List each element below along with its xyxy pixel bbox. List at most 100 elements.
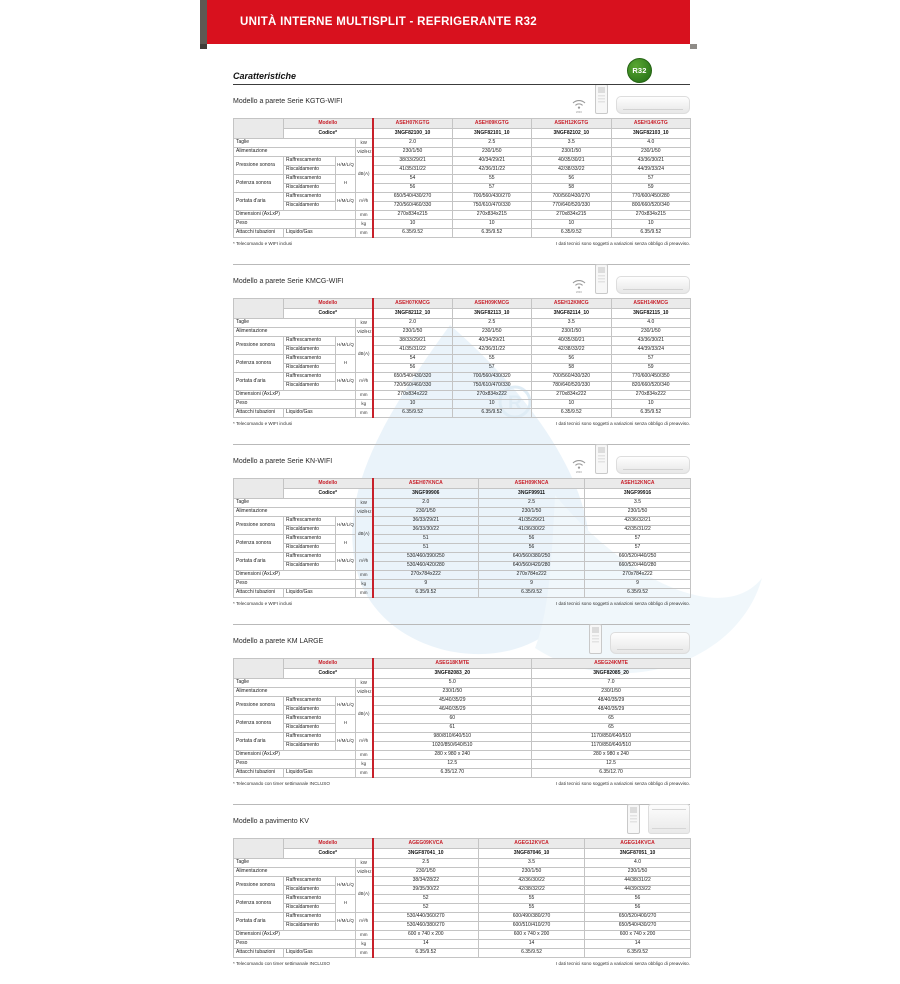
cell-taglie: 4.0 — [610, 138, 692, 148]
spec-row-portata_raffrescamento: Portata d'aria Raffrescamento H/M/L/Q m³/h 6… — [233, 192, 692, 211]
row-label: Dimensioni (AxLxP) — [233, 210, 356, 220]
spec-row-alimentazione: Alimentazione V/Ø/Hz 230/1/50 230/1/50 230/1… — [233, 147, 692, 157]
cell-taglie: 3.5 — [584, 498, 692, 508]
spec-table: Modello ASEG18KMTE ASEG24KMTE Codice* 3NGF82… — [233, 658, 692, 778]
remote-buttons — [598, 455, 605, 463]
cell-peso: 14 — [371, 939, 480, 949]
row-scale-label: H — [335, 354, 356, 373]
row-unit: V/Ø/Hz — [354, 507, 374, 517]
row-label: Peso — [233, 579, 356, 589]
cell-attacchi: 6.35/9.52 — [371, 408, 453, 418]
cell-pressione_raffrescamento: 43/36/30/21 — [610, 156, 692, 166]
cell-taglie: 2.0 — [371, 318, 453, 328]
row-sublabel: Liquido/Gas — [283, 408, 356, 418]
cell-pressione_raffrescamento: 40/34/29/21 — [451, 336, 533, 346]
r32-refrigerant-badge: R32 — [627, 58, 652, 83]
row-unit: mm — [354, 948, 374, 958]
cell-dimensioni: 270x784x222 — [584, 570, 692, 580]
row-sublabel: Raffrescamento — [283, 552, 336, 562]
cell-taglie: 2.5 — [371, 858, 480, 868]
cell-alimentazione: 230/1/50 — [371, 687, 533, 697]
spec-section: Modello a pavimento KV Modello AGEG09KVCA A… — [233, 804, 692, 971]
row-label: Portata d'aria — [233, 912, 284, 931]
row-sublabel: Riscaldamento — [283, 705, 336, 715]
cell-attacchi: 6.35/12.70 — [371, 768, 533, 778]
row-unit: m³/h — [354, 192, 374, 211]
spec-row-potenza_riscaldamento: Riscaldamento 56 57 58 59 — [234, 363, 692, 373]
spec-row-potenza_raffrescamento: Potenza sonora Raffrescamento H 54 55 56 57 — [233, 174, 692, 193]
row-label: Pressione sonora — [233, 516, 284, 535]
cell-portata_raffrescamento: 770/600/450/280 — [610, 192, 692, 202]
cell-peso: 14 — [584, 939, 692, 949]
cell-portata_raffrescamento: 650/540/430/320 — [371, 372, 453, 382]
cell-peso: 10 — [610, 399, 692, 409]
cell-potenza_riscaldamento: 57 — [451, 363, 533, 373]
cell-alimentazione: 230/1/50 — [371, 507, 480, 517]
cell-pressione_riscaldamento: 39/35/30/22 — [371, 885, 480, 895]
spec-row-pressione_raffrescamento: Pressione sonora Raffrescamento H/M/L/Q dB(… — [233, 696, 692, 733]
codice-header: Codice* — [282, 488, 374, 499]
model-name: ASEG18KMTE — [371, 658, 533, 669]
section-title: Modello a pavimento KV — [233, 817, 309, 825]
row-label: Alimentazione — [233, 327, 356, 337]
row-label: Attacchi tubazioni — [233, 408, 284, 418]
row-sublabel: Raffrescamento — [283, 174, 336, 184]
cell-dimensioni: 270x784x222 — [478, 570, 586, 580]
cell-potenza_raffrescamento: 56 — [531, 354, 612, 364]
spec-row-pressione_riscaldamento: Riscaldamento 39/35/30/22 42/38/32/22 44/39… — [234, 885, 692, 895]
row-label: Taglie — [233, 318, 356, 328]
row-sublabel: Raffrescamento — [283, 516, 336, 526]
note-disclaimer: I dati tecnici sono soggetti a variazion… — [555, 421, 690, 426]
cell-peso: 12.5 — [371, 759, 533, 769]
code-value: 3NGF99906 — [371, 488, 480, 499]
note-left: * Telecomando con timer settimanale INCL… — [233, 781, 330, 786]
cell-portata_riscaldamento: 640/560/420/280 — [478, 561, 586, 571]
row-label: Dimensioni (AxLxP) — [233, 390, 356, 400]
cell-attacchi: 6.35/9.52 — [584, 588, 692, 598]
modello-header: Modello — [282, 478, 374, 489]
row-unit: m³/h — [354, 552, 374, 571]
model-name: ASEH09KMCG — [451, 298, 533, 309]
note-left: * Telecomando e WIFI inclusi — [233, 421, 293, 426]
cell-attacchi: 6.35/9.52 — [371, 948, 480, 958]
cell-portata_riscaldamento: 780/640/520/330 — [531, 381, 612, 391]
cell-portata_raffrescamento: 530/460/390/250 — [371, 552, 480, 562]
ribbon-fold-notch-left — [200, 44, 207, 49]
spec-row-peso: Peso kg 9 9 9 — [233, 579, 692, 589]
cell-pressione_raffrescamento: 43/36/30/21 — [610, 336, 692, 346]
model-name: ASEH09KNCA — [478, 478, 586, 489]
cell-dimensioni: 270x834x215 — [451, 210, 533, 220]
cell-portata_riscaldamento: 600/510/410/270 — [478, 921, 586, 931]
cell-taglie: 4.0 — [584, 858, 692, 868]
spec-table: Modello ASEH07KGTG ASEH09KGTG ASEH12KGTG ASE… — [233, 118, 692, 238]
row-sublabel: Raffrescamento — [283, 876, 336, 886]
modello-header: Modello — [282, 118, 374, 129]
remote-control-icon — [627, 804, 640, 834]
remote-screen — [598, 447, 605, 453]
row-sublabel: Riscaldamento — [283, 345, 336, 355]
cell-attacchi: 6.35/9.52 — [478, 948, 586, 958]
row-scale-label: H/M/L/Q — [335, 336, 356, 355]
cell-pressione_riscaldamento: 42/36/31/22 — [451, 165, 533, 175]
cell-portata_raffrescamento: 980/810/640/510 — [371, 732, 533, 742]
spec-row-peso: Peso kg 10 10 10 10 — [233, 399, 692, 409]
spec-row-portata_raffrescamento: Portata d'aria Raffrescamento H/M/L/Q m³/h 6… — [233, 372, 692, 391]
remote-screen — [592, 627, 599, 633]
codice-header: Codice* — [282, 308, 374, 319]
wifi-icon-label: WIFI — [575, 470, 583, 474]
cell-attacchi: 6.35/9.52 — [451, 408, 533, 418]
ribbon-fold-notch-right — [690, 44, 697, 49]
spec-row-portata_raffrescamento: Portata d'aria Raffrescamento H/M/L/Q m³/h 5… — [233, 912, 692, 931]
row-sublabel: Riscaldamento — [283, 723, 336, 733]
row-sublabel: Riscaldamento — [283, 381, 336, 391]
cell-portata_riscaldamento: 720/560/460/330 — [371, 381, 453, 391]
row-scale-label: H/M/L/Q — [335, 516, 356, 535]
spec-row-alimentazione: Alimentazione V/Ø/Hz 230/1/50 230/1/50 230/1… — [233, 327, 692, 337]
cell-pressione_riscaldamento: 42/35/31/22 — [584, 525, 692, 535]
wifi-icon-label: WIFI — [575, 290, 583, 294]
row-sublabel: Riscaldamento — [283, 201, 336, 211]
row-sublabel: Riscaldamento — [283, 561, 336, 571]
spec-row-potenza_raffrescamento: Potenza sonora Raffrescamento H 51 56 57 — [233, 534, 692, 553]
row-label: Attacchi tubazioni — [233, 588, 284, 598]
row-sublabel: Riscaldamento — [283, 885, 336, 895]
